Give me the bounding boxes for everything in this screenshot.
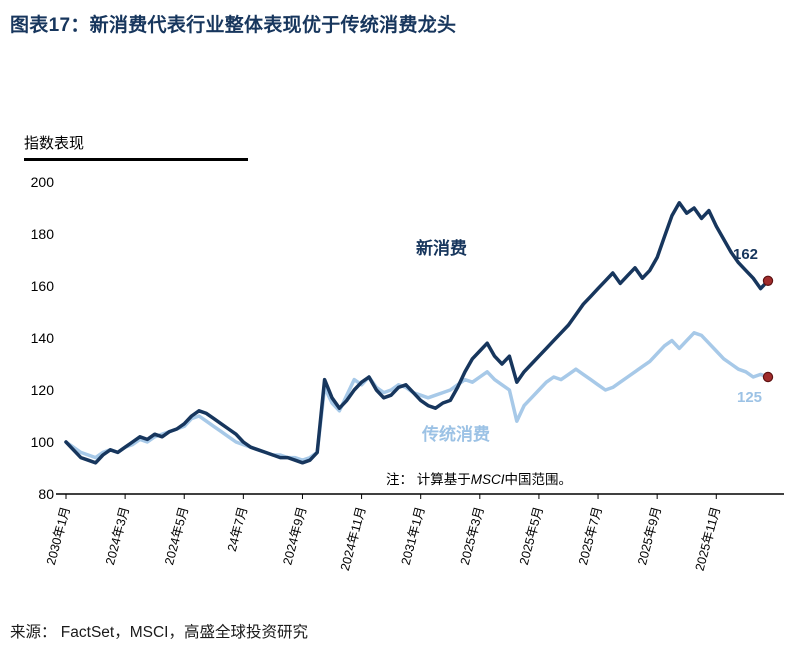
series-line-新消费 bbox=[64, 201, 770, 465]
end-dot-新消费 bbox=[762, 275, 774, 287]
x-tick-label: 2025年11月 bbox=[693, 505, 724, 572]
x-tick-label: 2031年1月 bbox=[399, 505, 428, 566]
x-tick-label: 2024年9月 bbox=[280, 505, 309, 566]
source-line: 来源： FactSet，MSCI，高盛全球投资研究 bbox=[10, 624, 308, 641]
y-tick-label: 180 bbox=[31, 226, 55, 242]
axis-title-text: 指数表现 bbox=[24, 135, 85, 152]
chart-note-prefix: 注： 计算基于 bbox=[386, 472, 471, 487]
figure-title: 图表17：新消费代表行业整体表现优于传统消费龙头 bbox=[10, 10, 456, 37]
y-tick-label: 160 bbox=[31, 278, 55, 294]
chart-note-italic: MSCI bbox=[470, 472, 505, 487]
end-dot-传统消费 bbox=[762, 371, 774, 383]
chart-note-suffix: 中国范围。 bbox=[504, 472, 573, 487]
y-tick-label: 140 bbox=[31, 330, 55, 346]
figure-title-text: 新消费代表行业整体表现优于传统消费龙头 bbox=[89, 15, 457, 36]
end-value-traditional-consumption: 125 bbox=[737, 389, 763, 406]
end-value-new-consumption: 162 bbox=[733, 246, 759, 263]
x-tick-label: 2024年11月 bbox=[338, 505, 369, 572]
y-tick-label: 200 bbox=[31, 174, 55, 190]
x-tick-label: 2024年5月 bbox=[162, 505, 191, 566]
line-chart-canvas: 200 180 160 140 120 100 80 2030年1月 2024年3月 2024年5… bbox=[31, 174, 784, 572]
x-tick-label: 2025年9月 bbox=[635, 505, 664, 566]
chart-note: 注： 计算基于MSCI中国范围。 bbox=[386, 468, 572, 488]
x-tick-label: 2030年1月 bbox=[44, 505, 73, 566]
y-tick-label: 100 bbox=[31, 434, 55, 450]
y-tick-label: 120 bbox=[31, 382, 55, 398]
figure-number: 图表17： bbox=[10, 15, 90, 36]
x-tick-label: 2025年7月 bbox=[576, 505, 605, 566]
series-label-traditional-consumption: 传统消费 bbox=[422, 425, 490, 444]
y-tick-label: 80 bbox=[38, 486, 54, 502]
x-tick-label: 2025年3月 bbox=[458, 505, 487, 566]
series-label-new-consumption: 新消费 bbox=[416, 239, 467, 258]
x-tick-label: 24年7月 bbox=[225, 505, 250, 553]
x-tick-label: 2025年5月 bbox=[517, 505, 546, 566]
x-tick-label: 2024年3月 bbox=[103, 505, 132, 566]
axis-title: 指数表现 bbox=[24, 132, 248, 161]
series-line-传统消费 bbox=[64, 331, 770, 462]
